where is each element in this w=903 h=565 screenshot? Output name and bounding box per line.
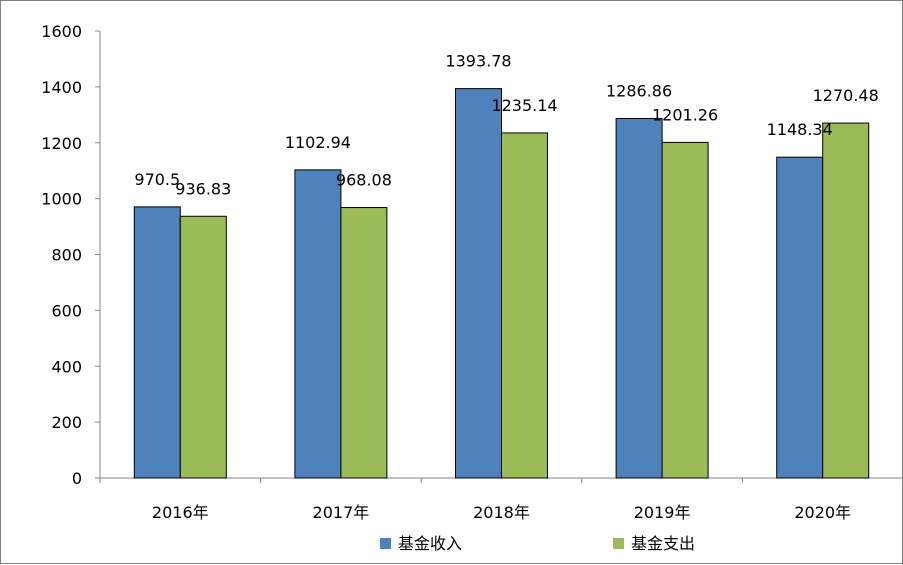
y-tick-label: 1200 <box>41 134 82 153</box>
legend-label: 基金收入 <box>398 534 462 553</box>
bar-income <box>294 169 342 479</box>
data-label: 968.08 <box>336 171 392 190</box>
data-label: 1201.26 <box>652 105 718 124</box>
data-label: 1148.34 <box>767 120 833 139</box>
bar-expense <box>501 132 548 479</box>
bar-expense <box>179 215 227 479</box>
data-label: 970.5 <box>134 170 180 189</box>
data-label: 1270.48 <box>813 86 879 105</box>
data-label: 1102.94 <box>285 133 351 152</box>
bar-income <box>615 117 663 479</box>
y-tick-label: 200 <box>51 413 82 432</box>
y-tick-label: 400 <box>51 357 82 376</box>
bar-income <box>455 88 502 479</box>
legend-swatch <box>613 538 624 549</box>
bar-income <box>133 206 181 479</box>
legend-item-income: 基金收入 <box>380 534 462 553</box>
bar-expense <box>822 122 870 479</box>
bars <box>133 88 870 479</box>
y-tick-label: 1400 <box>41 78 82 97</box>
data-labels: 970.5 1102.94 1393.78 1286.86 1148.34 936.83 9… <box>134 52 878 199</box>
y-tick-label: 0 <box>72 469 82 488</box>
x-tick-label: 2016年 <box>152 503 209 522</box>
x-tick-label: 2018年 <box>473 503 530 522</box>
y-tick-label: 1000 <box>41 190 82 209</box>
legend-label: 基金支出 <box>631 534 695 553</box>
data-label: 936.83 <box>175 179 231 198</box>
bar-expense <box>661 141 709 479</box>
legend-item-expense: 基金支出 <box>613 534 695 553</box>
y-tick-label: 1600 <box>41 22 82 41</box>
x-tick-label: 2017年 <box>313 503 370 522</box>
data-label: 1286.86 <box>606 81 672 100</box>
y-tick-label: 800 <box>51 246 82 265</box>
y-tick-label: 600 <box>51 301 82 320</box>
data-label: 1235.14 <box>491 96 557 115</box>
legend-swatch <box>380 538 391 549</box>
x-tick-label: 2020年 <box>794 503 851 522</box>
legend: 基金收入 基金支出 <box>380 534 695 553</box>
bar-expense <box>340 207 388 479</box>
bar-income <box>776 156 824 479</box>
data-label: 1393.78 <box>445 52 511 71</box>
x-tick-label: 2019年 <box>634 503 691 522</box>
axes: 0 200 400 600 800 1000 1200 1400 1600 2016年 2017年 2… <box>41 22 903 522</box>
